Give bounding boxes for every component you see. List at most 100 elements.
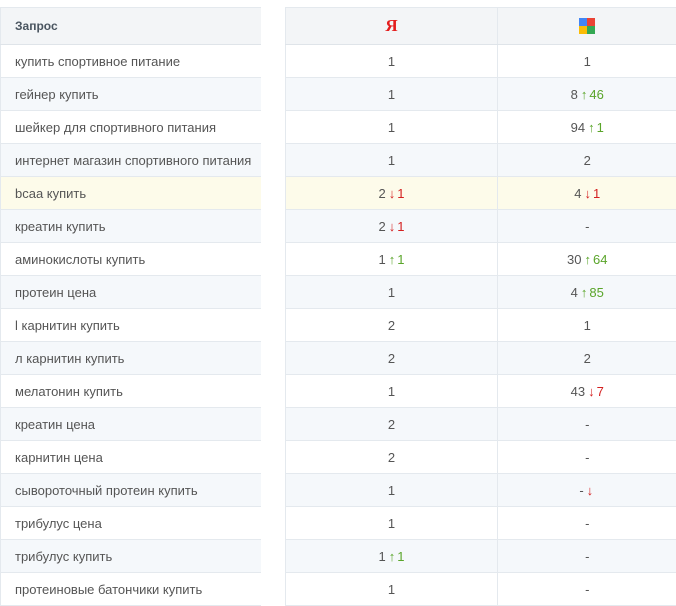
google-position-cell: 1 bbox=[498, 309, 676, 342]
google-position-cell: 4↑85 bbox=[498, 276, 676, 309]
arrow-down-icon: ↓ bbox=[389, 186, 396, 201]
query-row[interactable]: аминокислоты купить bbox=[1, 243, 262, 276]
query-text: протеин цена bbox=[1, 276, 262, 309]
google-position-value: 8 bbox=[571, 87, 578, 102]
yandex-position-cell: 1 bbox=[286, 276, 498, 309]
arrow-up-icon: ↑ bbox=[585, 252, 592, 267]
yandex-position-value: 2 bbox=[388, 450, 395, 465]
query-row[interactable]: л карнитин купить bbox=[1, 342, 262, 375]
yandex-position-value: 1 bbox=[388, 516, 395, 531]
query-row[interactable]: шейкер для спортивного питания bbox=[1, 111, 262, 144]
query-text: креатин цена bbox=[1, 408, 262, 441]
query-text: мелатонин купить bbox=[1, 375, 262, 408]
query-row[interactable]: l карнитин купить bbox=[1, 309, 262, 342]
yandex-column-header[interactable]: Я bbox=[286, 8, 498, 45]
yandex-position-cell: 2 bbox=[286, 309, 498, 342]
arrow-down-icon: ↓ bbox=[588, 384, 595, 399]
yandex-position-delta: 1 bbox=[397, 219, 404, 234]
position-row[interactable]: 1 4↑85 bbox=[286, 276, 676, 309]
google-position-value: - bbox=[585, 549, 589, 564]
position-row[interactable]: 1↑1- bbox=[286, 540, 676, 573]
position-row[interactable]: 1- bbox=[286, 507, 676, 540]
yandex-position-delta: 1 bbox=[397, 549, 404, 564]
google-position-delta: 46 bbox=[589, 87, 603, 102]
yandex-position-cell: 1 bbox=[286, 144, 498, 177]
google-position-cell: - bbox=[498, 210, 676, 243]
yandex-position-cell: 1 bbox=[286, 45, 498, 78]
google-position-value: - bbox=[585, 516, 589, 531]
query-row[interactable]: мелатонин купить bbox=[1, 375, 262, 408]
yandex-position-cell: 2↓1 bbox=[286, 177, 498, 210]
yandex-position-value: 1 bbox=[388, 483, 395, 498]
yandex-position-value: 2 bbox=[388, 417, 395, 432]
yandex-position-value: 1 bbox=[379, 252, 386, 267]
query-row[interactable]: креатин цена bbox=[1, 408, 262, 441]
google-position-cell: 2 bbox=[498, 144, 676, 177]
arrow-down-icon: ↓ bbox=[585, 186, 592, 201]
google-position-value: - bbox=[585, 582, 589, 597]
google-position-cell: 94↑1 bbox=[498, 111, 676, 144]
yandex-position-value: 1 bbox=[388, 285, 395, 300]
yandex-position-value: 1 bbox=[388, 153, 395, 168]
position-row[interactable]: 1- bbox=[286, 573, 676, 606]
yandex-position-delta: 1 bbox=[397, 252, 404, 267]
arrow-up-icon: ↑ bbox=[389, 252, 396, 267]
yandex-position-cell: 1 bbox=[286, 507, 498, 540]
query-row[interactable]: трибулус цена bbox=[1, 507, 262, 540]
query-row[interactable]: bcaa купить bbox=[1, 177, 262, 210]
arrow-up-icon: ↑ bbox=[588, 120, 595, 135]
google-position-delta: 64 bbox=[593, 252, 607, 267]
google-position-value: 2 bbox=[584, 153, 591, 168]
query-row[interactable]: карнитин цена bbox=[1, 441, 262, 474]
position-row[interactable]: 2- bbox=[286, 408, 676, 441]
query-row[interactable]: протеиновые батончики купить bbox=[1, 573, 262, 606]
yandex-position-value: 1 bbox=[388, 120, 395, 135]
google-column-header[interactable] bbox=[498, 8, 676, 45]
yandex-position-value: 1 bbox=[388, 582, 395, 597]
google-position-value: 43 bbox=[571, 384, 585, 399]
yandex-position-value: 2 bbox=[388, 318, 395, 333]
google-position-value: 30 bbox=[567, 252, 581, 267]
yandex-position-cell: 2↓1 bbox=[286, 210, 498, 243]
query-row[interactable]: купить спортивное питание bbox=[1, 45, 262, 78]
yandex-position-value: 2 bbox=[379, 186, 386, 201]
yandex-position-value: 1 bbox=[388, 384, 395, 399]
query-row[interactable]: трибулус купить bbox=[1, 540, 262, 573]
position-row[interactable]: 1 94↑1 bbox=[286, 111, 676, 144]
position-row[interactable]: 2↓1- bbox=[286, 210, 676, 243]
position-row[interactable]: 1-↓ bbox=[286, 474, 676, 507]
query-text: шейкер для спортивного питания bbox=[1, 111, 262, 144]
query-column-header[interactable]: Запрос bbox=[1, 8, 262, 45]
query-text: интернет магазин спортивного питания bbox=[1, 144, 262, 177]
google-position-cell: 1 bbox=[498, 45, 676, 78]
yandex-position-cell: 2 bbox=[286, 441, 498, 474]
arrow-up-icon: ↑ bbox=[389, 549, 396, 564]
query-row[interactable]: креатин купить bbox=[1, 210, 262, 243]
google-position-cell: 4↓1 bbox=[498, 177, 676, 210]
yandex-position-value: 2 bbox=[379, 219, 386, 234]
query-row[interactable]: сывороточный протеин купить bbox=[1, 474, 262, 507]
query-row[interactable]: интернет магазин спортивного питания bbox=[1, 144, 262, 177]
google-position-cell: 30 ↑64 bbox=[498, 243, 676, 276]
yandex-position-cell: 1 bbox=[286, 474, 498, 507]
google-position-cell: - bbox=[498, 441, 676, 474]
query-text: трибулус цена bbox=[1, 507, 262, 540]
yandex-position-value: 2 bbox=[388, 351, 395, 366]
yandex-position-value: 1 bbox=[388, 54, 395, 69]
yandex-position-cell: 2 bbox=[286, 408, 498, 441]
query-row[interactable]: гейнер купить bbox=[1, 78, 262, 111]
position-row[interactable]: 2- bbox=[286, 441, 676, 474]
google-position-value: 2 bbox=[584, 351, 591, 366]
query-row[interactable]: протеин цена bbox=[1, 276, 262, 309]
query-text: купить спортивное питание bbox=[1, 45, 262, 78]
google-icon bbox=[579, 18, 595, 34]
yandex-position-cell: 1 bbox=[286, 573, 498, 606]
